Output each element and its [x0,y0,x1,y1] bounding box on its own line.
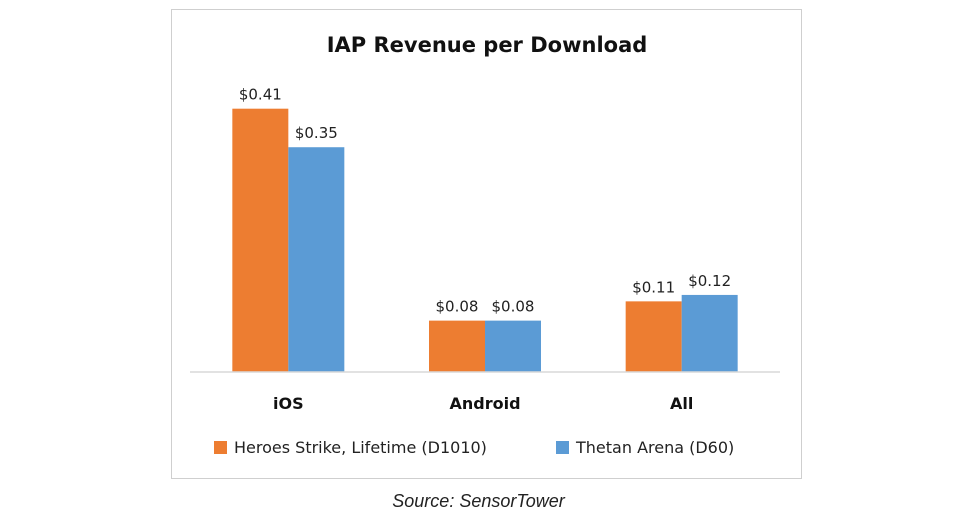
bar-android-series-2 [485,320,541,372]
chart-title: IAP Revenue per Download [327,33,648,57]
bar-all-series-2 [681,294,738,372]
bar-ios-series-2 [288,147,345,372]
legend: Heroes Strike, Lifetime (D1010) Thetan Ar… [214,438,734,457]
data-label-android-series-2: $0.08 [492,298,535,316]
legend-label-series-2: Thetan Arena (D60) [575,438,734,457]
category-label-all: All [670,394,693,413]
bar-all-series-1 [625,301,682,372]
category-label-ios: iOS [273,394,304,413]
data-label-android-series-1: $0.08 [436,298,479,316]
legend-label-series-1: Heroes Strike, Lifetime (D1010) [234,438,487,457]
legend-swatch-series-2 [556,441,569,454]
bars-layer: $0.41 $0.35 $0.08 $0.08 $0.11 $0.12 [232,86,738,372]
data-label-ios-series-2: $0.35 [295,124,338,142]
bar-android-series-1 [429,320,485,372]
source-note: Source: SensorTower [392,491,565,511]
data-label-all-series-2: $0.12 [688,272,731,290]
data-label-all-series-1: $0.11 [632,278,675,296]
legend-swatch-series-1 [214,441,227,454]
category-labels: iOS Android All [273,394,693,413]
category-label-android: Android [449,394,520,413]
data-label-ios-series-1: $0.41 [239,86,282,104]
bar-ios-series-1 [232,108,289,372]
